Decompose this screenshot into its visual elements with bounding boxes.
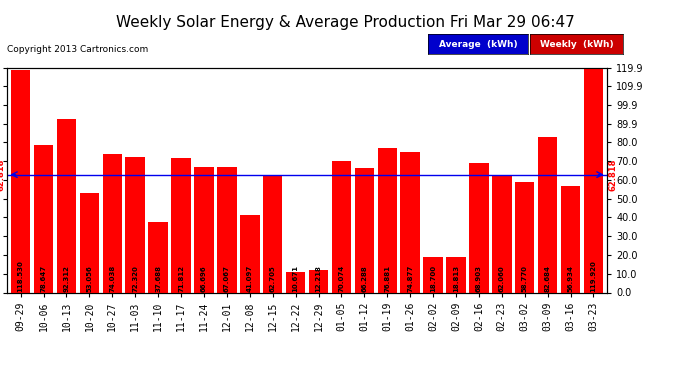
- Text: 10.671: 10.671: [293, 264, 299, 291]
- Text: 58.770: 58.770: [522, 264, 528, 291]
- Bar: [515, 182, 535, 292]
- Bar: [11, 70, 30, 292]
- Text: 71.812: 71.812: [178, 264, 184, 291]
- Bar: [332, 161, 351, 292]
- Text: 12.218: 12.218: [315, 265, 322, 291]
- Text: 74.877: 74.877: [407, 264, 413, 291]
- Text: 62.818: 62.818: [0, 158, 6, 191]
- Text: 18.813: 18.813: [453, 264, 459, 291]
- Bar: [469, 163, 489, 292]
- Bar: [148, 222, 168, 292]
- Text: 76.881: 76.881: [384, 264, 391, 291]
- Bar: [561, 186, 580, 292]
- Text: 74.038: 74.038: [109, 264, 115, 291]
- Text: 53.056: 53.056: [86, 265, 92, 291]
- Text: 62.705: 62.705: [270, 265, 276, 291]
- Bar: [263, 175, 282, 292]
- Bar: [194, 167, 214, 292]
- Text: 82.684: 82.684: [544, 264, 551, 291]
- Bar: [57, 119, 76, 292]
- Text: Average  (kWh): Average (kWh): [439, 40, 517, 49]
- Bar: [217, 166, 237, 292]
- Bar: [171, 158, 190, 292]
- Text: 68.903: 68.903: [476, 264, 482, 291]
- Bar: [126, 157, 145, 292]
- Bar: [424, 257, 443, 292]
- Text: 67.067: 67.067: [224, 265, 230, 291]
- Text: 72.320: 72.320: [132, 265, 138, 291]
- Text: 41.097: 41.097: [247, 264, 253, 291]
- Text: 92.312: 92.312: [63, 265, 70, 291]
- Text: 78.647: 78.647: [41, 264, 46, 291]
- Bar: [240, 215, 259, 292]
- Bar: [34, 145, 53, 292]
- Bar: [538, 137, 558, 292]
- Bar: [584, 68, 603, 292]
- Bar: [355, 168, 374, 292]
- Text: 66.696: 66.696: [201, 265, 207, 291]
- Text: Weekly  (kWh): Weekly (kWh): [540, 40, 613, 49]
- Text: 70.074: 70.074: [338, 264, 344, 291]
- Bar: [492, 176, 511, 292]
- Bar: [446, 257, 466, 292]
- Text: 118.530: 118.530: [18, 260, 23, 291]
- Bar: [103, 154, 122, 292]
- Text: 56.934: 56.934: [568, 264, 573, 291]
- Text: Weekly Solar Energy & Average Production Fri Mar 29 06:47: Weekly Solar Energy & Average Production…: [116, 15, 574, 30]
- Bar: [79, 193, 99, 292]
- Text: 37.688: 37.688: [155, 264, 161, 291]
- Text: 18.700: 18.700: [430, 264, 436, 291]
- Text: 62.060: 62.060: [499, 265, 505, 291]
- Bar: [308, 270, 328, 292]
- Bar: [286, 273, 306, 292]
- Text: 119.920: 119.920: [591, 260, 596, 291]
- Bar: [400, 152, 420, 292]
- Text: 62.818: 62.818: [609, 158, 618, 191]
- Text: 66.288: 66.288: [362, 265, 367, 291]
- Text: Copyright 2013 Cartronics.com: Copyright 2013 Cartronics.com: [7, 45, 148, 54]
- Bar: [377, 148, 397, 292]
